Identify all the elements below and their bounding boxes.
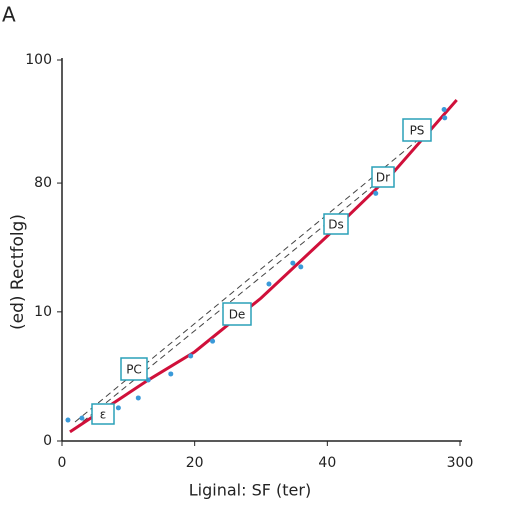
data-point [135,395,141,401]
data-point [168,371,174,377]
x-tick-label: 40 [318,455,336,471]
annotation-box [222,302,252,326]
annotation: Dr [376,171,390,185]
y-tick-label: 80 [34,175,52,191]
annotation: ε [100,408,107,422]
data-point [188,353,194,359]
guide-line [74,167,396,429]
annotation-box [91,403,115,425]
data-point [441,107,447,113]
data-point [442,115,448,121]
annotation-box [323,213,349,235]
annotation-box [371,166,395,188]
data-point [210,338,216,344]
annotation: PC [126,363,142,377]
y-tick-label: 100 [25,52,52,68]
annotation: PS [410,124,425,138]
x-tick-label: 0 [58,455,67,471]
panel-label: A [2,3,16,27]
annotation: De [229,308,246,322]
data-point [373,190,379,196]
x-tick-label: 20 [186,455,204,471]
annotation-box [402,118,432,142]
y-axis-label: (ed) Rectfolg) [8,214,28,330]
x-tick-label: 300 [447,455,474,471]
data-point [65,417,71,423]
annotation-box [120,357,148,381]
data-point [266,281,272,287]
guide-line [74,129,431,423]
annotation: Ds [328,218,344,232]
data-point [115,405,121,411]
x-axis-label: Liginal: SF (ter) [189,481,311,500]
data-point [290,260,296,266]
data-point [298,264,304,270]
y-tick-label: 10 [34,304,52,320]
y-tick-label: 0 [43,433,52,449]
data-point [79,415,85,421]
fit-line [69,99,458,434]
